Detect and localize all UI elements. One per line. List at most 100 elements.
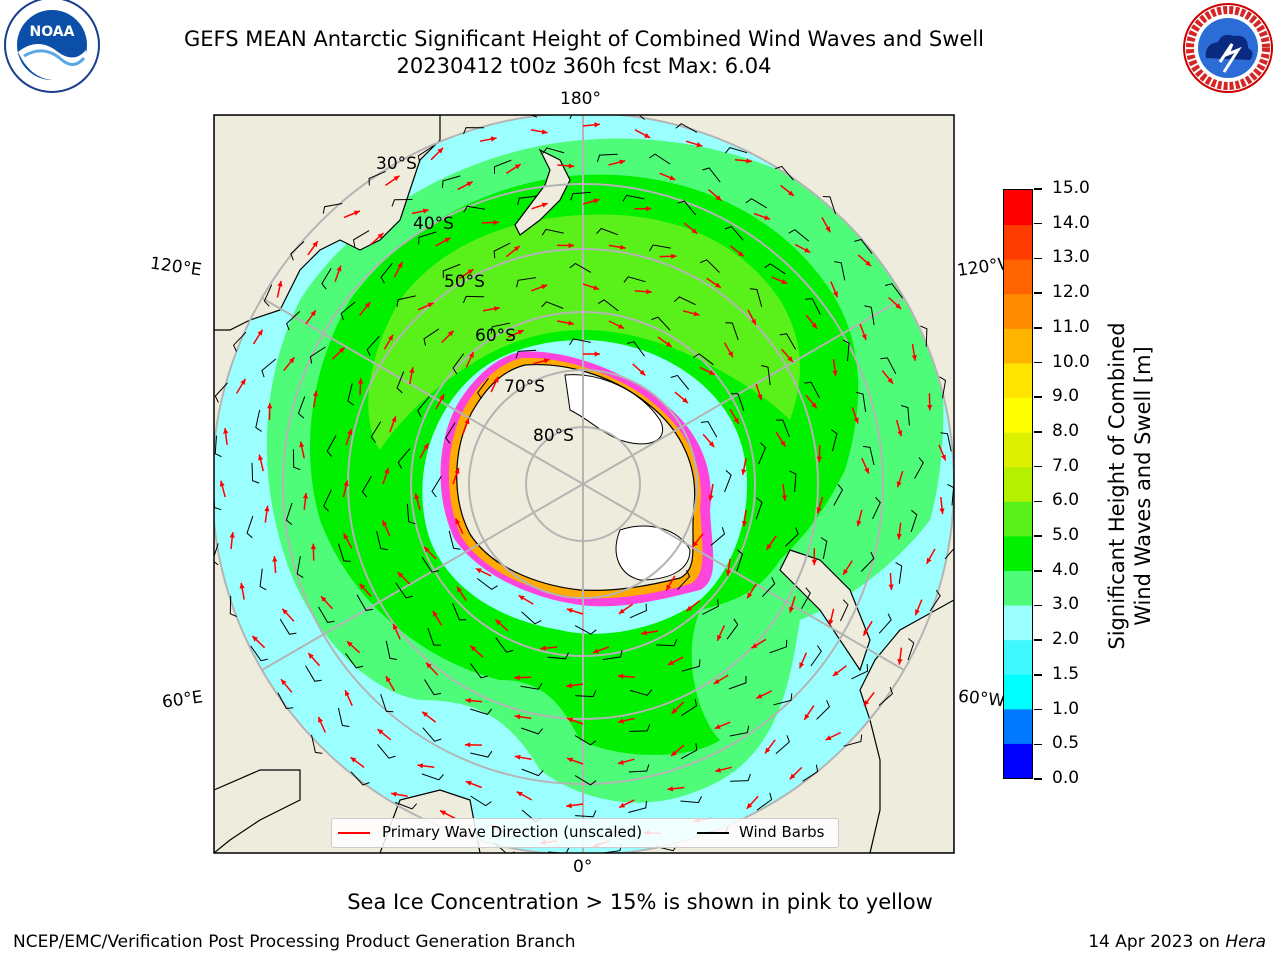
- wave-arrow-head: [422, 711, 428, 717]
- wind-barb: [574, 625, 597, 635]
- wave-arrow-head: [671, 750, 677, 756]
- wind-barb: [880, 357, 897, 375]
- wind-barb: [775, 735, 790, 755]
- wave-arrow-head: [746, 158, 752, 164]
- wind-barb: [377, 743, 396, 759]
- wind-barb: [840, 599, 849, 622]
- wave-arrow-head: [347, 641, 353, 647]
- wind-barb: [681, 659, 701, 672]
- wind-barb: [569, 115, 573, 120]
- wind-barb: [495, 637, 514, 653]
- wave-arrow-head: [926, 557, 932, 564]
- wave-arrow-head: [888, 584, 894, 590]
- wind-barb: [726, 618, 739, 640]
- wind-barb: [441, 175, 461, 188]
- wind-barb: [214, 543, 219, 566]
- wind-barb: [940, 432, 952, 452]
- wind-barb: [914, 457, 924, 479]
- wave-arrow-head: [417, 763, 424, 769]
- wind-barb: [804, 381, 821, 399]
- wave-arrow-head: [666, 584, 672, 591]
- wave-arrow-head: [289, 357, 295, 364]
- wave-arrow-head: [493, 376, 499, 383]
- wind-barb: [789, 470, 797, 492]
- wind-barb: [833, 484, 844, 506]
- wave-arrow-head: [465, 780, 472, 786]
- wind-barb: [463, 127, 485, 135]
- wave-arrow-head: [780, 440, 786, 447]
- wave-arrow-head: [737, 251, 744, 257]
- wave-arrow-head: [594, 351, 600, 357]
- wind-barb: [764, 263, 786, 275]
- wave-arrow-head: [318, 716, 323, 723]
- colorbar-segment: [1004, 466, 1032, 502]
- wind-barb: [864, 305, 875, 326]
- wave-arrow-head: [566, 608, 573, 614]
- wind-barb: [494, 159, 512, 174]
- wave-arrow-head: [887, 377, 893, 384]
- wave-arrow-head: [781, 495, 787, 501]
- lon-label-180: 180°: [560, 89, 601, 109]
- wind-barb: [515, 349, 537, 359]
- wave-arrow-head: [423, 443, 429, 450]
- wave-arrow-head: [686, 605, 693, 612]
- wave-arrow-head: [437, 147, 444, 154]
- wave-arrow-head: [353, 210, 360, 216]
- wind-barb: [541, 228, 564, 236]
- lon-label-0: 0°: [573, 857, 593, 877]
- wind-barb: [673, 296, 696, 306]
- wave-arrow-head: [594, 122, 600, 128]
- wind-barb: [725, 147, 748, 154]
- wave-arrow-head: [911, 355, 917, 361]
- wind-barb: [692, 353, 714, 366]
- wave-arrow-head: [310, 543, 316, 550]
- chart-subtitle: 20230412 t00z 360h fcst Max: 6.04: [396, 54, 772, 78]
- sea-ice-note: Sea Ice Concentration > 15% is shown in …: [347, 890, 933, 914]
- wave-arrow-head: [567, 717, 573, 723]
- wave-arrow-head: [828, 619, 834, 626]
- wave-arrow-head: [619, 159, 626, 165]
- wind-barb: [541, 301, 564, 309]
- wind-barb: [366, 335, 380, 357]
- wind-barb: [651, 316, 671, 331]
- wind-barb: [597, 299, 619, 312]
- wave-arrow-head: [617, 673, 624, 679]
- wave-arrow-head: [514, 675, 520, 681]
- wave-arrow-head: [393, 175, 400, 181]
- wind-barb: [285, 502, 293, 525]
- wave-arrow-head: [832, 370, 838, 377]
- wave-arrow-head: [258, 454, 264, 461]
- wave-arrow-head: [239, 582, 245, 589]
- wind-barb: [575, 810, 597, 818]
- wind-barb: [421, 556, 440, 573]
- wind-barb: [761, 365, 771, 386]
- wind-barb: [773, 693, 793, 706]
- wave-arrow-head: [832, 670, 839, 676]
- wind-barb: [251, 462, 260, 484]
- wave-arrow-head: [811, 322, 817, 329]
- wave-arrow-head: [804, 713, 810, 720]
- lat-label-40s: 40°S: [413, 214, 454, 234]
- colorbar-tick-label: 3.0: [1052, 594, 1080, 615]
- wind-barb: [628, 764, 650, 773]
- wind-barb: [292, 449, 301, 471]
- wind-barb: [779, 333, 797, 350]
- wind-barb: [422, 727, 442, 742]
- plot-frame: [213, 114, 955, 854]
- wave-arrow-head: [495, 619, 502, 626]
- wave-arrow-head: [915, 609, 920, 616]
- wave-arrow-head: [895, 303, 902, 309]
- wave-arrow-head: [799, 662, 805, 669]
- wind-barb: [297, 396, 306, 419]
- wind-barb: [725, 322, 739, 341]
- colorbar-tick: [1034, 743, 1042, 746]
- wave-arrow-head: [312, 390, 318, 397]
- wind-barb: [784, 527, 799, 547]
- wind-barb: [452, 603, 467, 621]
- wave-arrow-head: [223, 428, 229, 434]
- wind-barb: [463, 205, 486, 213]
- legend-wave-label: Primary Wave Direction (unscaled): [382, 823, 643, 841]
- wind-barb: [345, 653, 364, 669]
- wind-barb: [769, 639, 788, 654]
